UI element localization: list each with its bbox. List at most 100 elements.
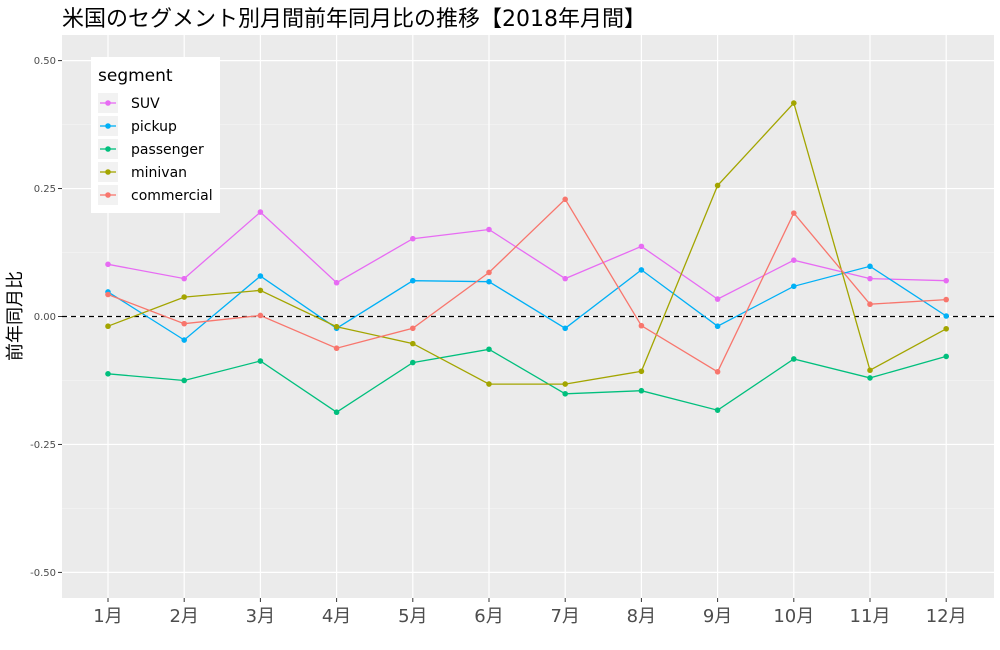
data-point (714, 407, 721, 413)
legend: segment SUV pickup passenger minivan commerc… (91, 57, 220, 213)
data-point (105, 323, 111, 330)
data-point (867, 263, 873, 270)
data-point (562, 381, 568, 387)
data-point (486, 381, 492, 387)
x-tick-label: 11月 (850, 606, 891, 627)
data-point (943, 277, 949, 284)
data-point (333, 345, 340, 352)
data-point (791, 283, 797, 290)
y-tick-label: 0.25 (34, 184, 56, 195)
series-line (107, 348, 947, 413)
data-point (486, 278, 492, 285)
axis-layer: -0.50 -0.25 0.00 0.25 0.50 1月 2月 3月 4月 5月 6月 7月 8月 9月… (30, 56, 967, 627)
legend-item-passenger: passenger (98, 139, 204, 159)
legend-key-point (105, 100, 111, 106)
legend-item-pickup: pickup (98, 116, 177, 136)
x-tick-label: 7月 (550, 606, 579, 627)
y-tick-label: -0.25 (30, 440, 56, 451)
legend-key-point (105, 169, 111, 175)
series-layer (105, 100, 949, 416)
legend-title: segment (98, 66, 173, 86)
legend-item-SUV: SUV (98, 93, 160, 113)
series-passenger (105, 346, 949, 416)
legend-key-point (105, 146, 111, 152)
data-point (867, 275, 873, 282)
data-point (181, 337, 187, 343)
data-point (791, 210, 797, 216)
legend-item-minivan: minivan (98, 162, 187, 182)
data-point (638, 267, 645, 273)
data-point (410, 340, 416, 347)
y-tick-label: 0.00 (34, 312, 56, 323)
legend-key-point (105, 192, 111, 198)
data-point (486, 346, 492, 353)
series-commercial (105, 196, 949, 375)
x-tick-label: 12月 (926, 606, 967, 627)
data-point (333, 323, 340, 330)
data-point (562, 196, 568, 203)
data-point (943, 313, 949, 319)
data-point (638, 387, 645, 394)
data-point (562, 325, 568, 332)
data-point (181, 294, 187, 300)
series-minivan (105, 100, 949, 387)
legend-item-commercial: commercial (98, 185, 213, 205)
data-point (410, 325, 416, 332)
data-point (333, 409, 340, 416)
data-point (257, 358, 264, 364)
data-point (257, 312, 264, 319)
x-tick-label: 1月 (93, 606, 122, 627)
data-point (257, 209, 264, 215)
data-point (562, 275, 568, 282)
series-SUV (105, 209, 949, 302)
legend-items: SUV pickup passenger minivan commercial (98, 93, 213, 205)
data-point (867, 375, 873, 381)
x-tick-label: 9月 (703, 606, 732, 627)
series-line (107, 198, 947, 373)
data-point (943, 296, 949, 303)
data-point (638, 243, 645, 250)
data-point (181, 320, 187, 327)
series-line (107, 101, 947, 385)
data-point (105, 291, 111, 298)
data-point (714, 296, 721, 302)
data-point (486, 226, 492, 233)
data-point (333, 279, 340, 286)
x-tick-label: 4月 (322, 606, 351, 627)
data-point (867, 367, 873, 374)
data-point (562, 390, 568, 397)
data-point (714, 182, 721, 189)
x-tick-label: 6月 (474, 606, 503, 627)
data-point (943, 325, 949, 332)
legend-key-point (105, 123, 111, 129)
data-point (410, 277, 416, 284)
y-tick-label: -0.50 (30, 568, 56, 579)
x-tick-label: 8月 (627, 606, 656, 627)
data-point (181, 275, 187, 282)
legend-label: minivan (131, 165, 187, 181)
data-point (105, 261, 111, 268)
x-tick-label: 2月 (169, 606, 198, 627)
data-point (257, 287, 264, 294)
data-point (867, 301, 873, 308)
data-point (714, 368, 721, 375)
data-point (791, 100, 797, 106)
data-point (105, 371, 111, 377)
data-point (638, 368, 645, 375)
data-point (410, 235, 416, 242)
chart-title: 米国のセグメント別月間前年同月比の推移【2018年月間】 (62, 7, 646, 32)
legend-label: SUV (131, 96, 160, 112)
data-point (257, 273, 264, 279)
legend-label: commercial (131, 188, 213, 204)
legend-label: passenger (131, 142, 204, 158)
data-point (638, 322, 645, 329)
data-point (943, 353, 949, 360)
data-point (486, 269, 492, 276)
data-point (714, 323, 721, 330)
x-tick-label: 10月 (773, 606, 814, 627)
x-tick-label: 3月 (246, 606, 275, 627)
y-axis-label: 前年同月比 (5, 271, 26, 361)
data-point (181, 377, 187, 384)
